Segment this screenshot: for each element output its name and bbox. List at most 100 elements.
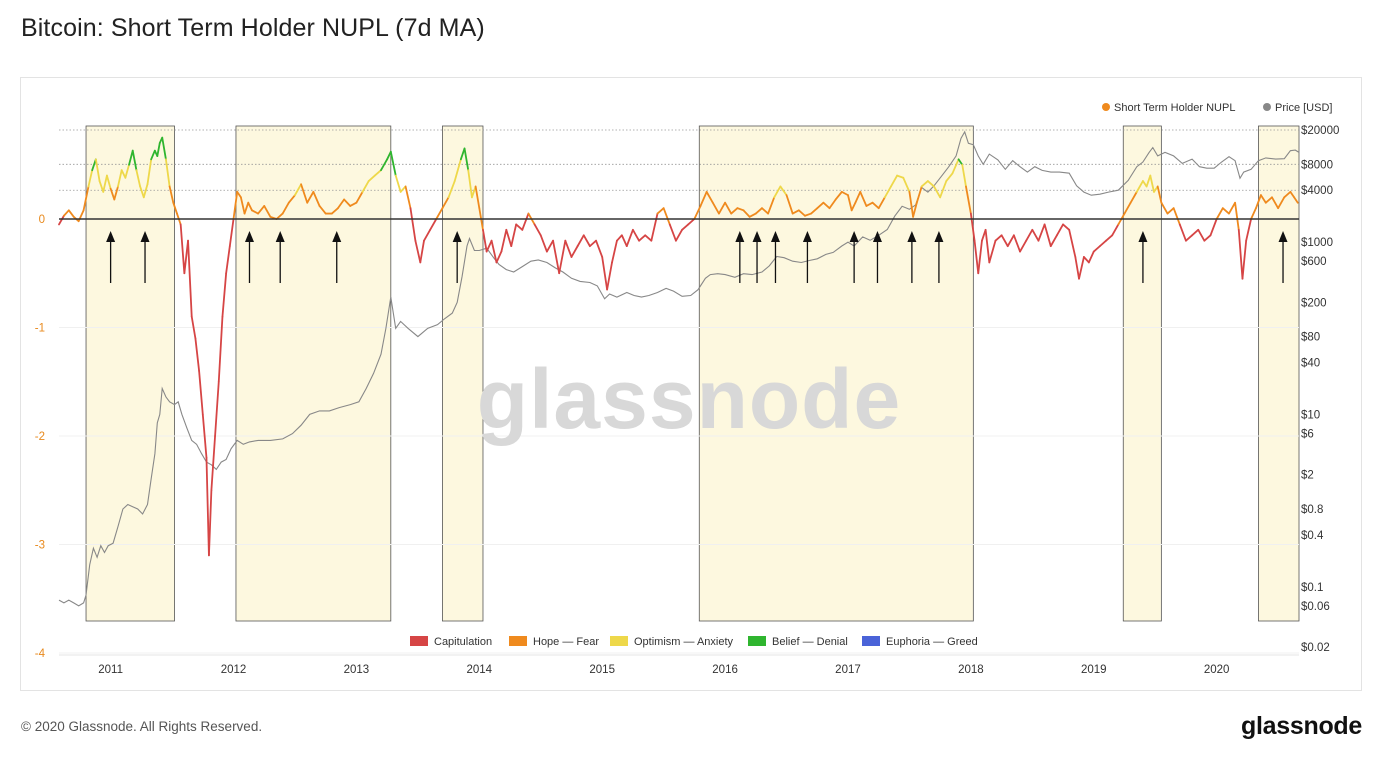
nupl-segment	[495, 250, 503, 264]
nupl-segment	[217, 315, 224, 383]
nupl-segment	[135, 169, 142, 188]
nupl-segment	[822, 201, 831, 210]
nupl-segment	[1012, 234, 1021, 253]
nupl-segment	[1271, 196, 1280, 210]
arrow-head-0	[106, 231, 116, 242]
y-left-tick-label-0: 0	[39, 214, 45, 226]
nupl-segment	[198, 369, 204, 416]
nupl-segment	[1145, 174, 1152, 188]
nupl-segment	[1068, 228, 1077, 258]
y-right-tick-label-12: $0.4	[1301, 530, 1324, 542]
nupl-segment	[724, 201, 733, 215]
nupl-segment	[1062, 223, 1071, 231]
nupl-segment	[859, 190, 868, 207]
nupl-segment	[883, 185, 892, 199]
nupl-segment	[1105, 234, 1114, 242]
price-series-line	[58, 130, 1300, 607]
nupl-segment	[1087, 250, 1095, 264]
nupl-segment	[404, 185, 412, 210]
nupl-segment	[263, 205, 272, 218]
nupl-segment	[539, 234, 548, 253]
nupl-segment	[505, 228, 513, 248]
nupl-segment	[441, 196, 450, 210]
nupl-segment	[205, 456, 210, 557]
legend-bottom-swatch-3	[748, 636, 766, 646]
nupl-segment	[225, 245, 231, 275]
watermark: glassnode	[477, 352, 901, 446]
nupl-segment	[718, 201, 726, 215]
nupl-segment	[210, 435, 216, 492]
nupl-segment	[951, 158, 960, 175]
nupl-segment	[834, 190, 843, 201]
x-tick-label-1: 2012	[221, 664, 247, 676]
nupl-segment	[355, 190, 364, 204]
legend-bottom-label-4: Euphoria — Greed	[886, 636, 978, 648]
nupl-segment	[1078, 256, 1085, 280]
nupl-segment	[973, 239, 980, 275]
nupl-segment	[589, 239, 597, 248]
nupl-segment	[1025, 228, 1034, 242]
nupl-segment	[67, 209, 75, 218]
nupl-segment	[847, 194, 853, 212]
nupl-segment	[120, 169, 127, 179]
nupl-segment	[840, 190, 849, 197]
nupl-segment	[810, 207, 819, 215]
nupl-segment	[582, 234, 591, 248]
nupl-segment	[1135, 180, 1144, 193]
nupl-segment	[142, 183, 149, 199]
nupl-segment	[804, 212, 813, 217]
nupl-segment	[179, 223, 186, 275]
nupl-segment	[515, 223, 524, 231]
nupl-segment	[606, 261, 613, 291]
legend-top-label-1: Price [USD]	[1275, 102, 1332, 114]
nupl-segment	[611, 239, 618, 264]
nupl-segment	[300, 183, 309, 204]
nupl-segment	[650, 212, 659, 242]
nupl-segment	[1019, 239, 1028, 253]
nupl-segment	[705, 190, 714, 204]
nupl-segment	[156, 142, 161, 157]
nupl-segment	[312, 190, 321, 207]
nupl-segment	[394, 174, 402, 193]
nupl-segment	[113, 185, 119, 201]
nupl-segment	[106, 174, 112, 190]
nupl-segment	[1197, 228, 1206, 242]
nupl-segment	[625, 228, 634, 248]
nupl-segment	[1293, 196, 1299, 204]
nupl-segment	[767, 196, 776, 215]
x-tick-label-5: 2016	[712, 664, 738, 676]
legend-bottom-swatch-4	[862, 636, 880, 646]
nupl-segment	[423, 228, 432, 242]
nupl-segment	[463, 147, 470, 172]
nupl-segment	[957, 158, 964, 166]
nupl-segment	[552, 239, 561, 275]
nupl-segment	[791, 209, 800, 215]
y-right-tick-label-13: $0.1	[1301, 582, 1323, 594]
nupl-segment	[601, 256, 609, 291]
nupl-segment	[1006, 234, 1015, 248]
nupl-segment	[343, 198, 352, 207]
nupl-segment	[294, 183, 303, 197]
nupl-segment	[58, 214, 65, 226]
nupl-segment	[190, 315, 197, 340]
nupl-segment	[124, 163, 130, 179]
y-left-tick-label-2: -2	[35, 431, 45, 443]
nupl-segment	[730, 207, 739, 215]
nupl-segment	[926, 180, 935, 188]
y-right-tick-label-14: $0.06	[1301, 601, 1330, 613]
y-left-tick-label-3: -3	[35, 540, 45, 552]
nupl-segment	[367, 174, 376, 182]
nupl-segment	[797, 209, 806, 217]
nupl-segment	[1111, 223, 1120, 237]
x-tick-label-6: 2017	[835, 664, 861, 676]
nupl-segment	[1156, 185, 1163, 204]
nupl-segment	[687, 218, 696, 226]
nupl-segment	[161, 136, 167, 161]
nupl-segment	[1241, 239, 1248, 280]
nupl-segment	[742, 209, 751, 218]
nupl-segment	[1049, 234, 1058, 248]
nupl-segment	[828, 198, 837, 210]
nupl-segment	[1178, 223, 1187, 242]
nupl-segment	[330, 207, 339, 215]
nupl-segment	[109, 187, 116, 201]
